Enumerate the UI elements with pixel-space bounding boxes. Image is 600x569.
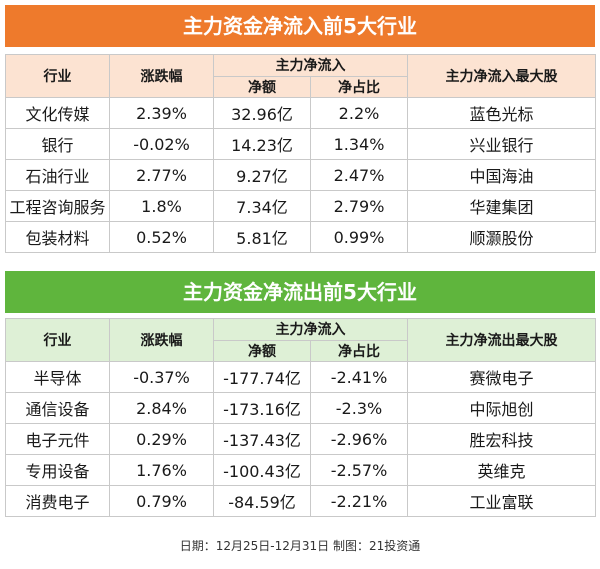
sector-cell: 电子元件 <box>5 423 110 455</box>
footer-credit: 日期：12月25日-12月31日 制图：21投资通 <box>179 539 421 553</box>
net-ratio-cell: 2.2% <box>310 97 408 129</box>
inflow-header-row: 行业 涨跌幅 主力净流入 主力净流入最大股 <box>5 54 596 98</box>
net-amount-cell: 32.96亿 <box>213 97 311 129</box>
top-stock-cell: 顺灏股份 <box>407 221 596 253</box>
table-row: 工程咨询服务 1.8% 7.34亿 2.79% 华建集团 <box>5 190 596 222</box>
header-net-ratio: 净占比 <box>310 75 408 98</box>
change-cell: 0.52% <box>109 221 214 253</box>
sector-cell: 消费电子 <box>5 485 110 517</box>
top-stock-cell: 华建集团 <box>407 190 596 222</box>
net-ratio-cell: 2.79% <box>310 190 408 222</box>
net-amount-cell: -100.43亿 <box>213 454 311 486</box>
table-row: 专用设备 1.76% -100.43亿 -2.57% 英维克 <box>5 454 596 486</box>
change-cell: 2.39% <box>109 97 214 129</box>
inflow-subheader-row: 净额 净占比 <box>6 75 596 98</box>
net-amount-cell: 5.81亿 <box>213 221 311 253</box>
table-row: 半导体 -0.37% -177.74亿 -2.41% 赛微电子 <box>5 361 596 393</box>
header-net-amount: 净额 <box>213 339 311 362</box>
net-amount-cell: 7.34亿 <box>213 190 311 222</box>
header-change: 涨跌幅 <box>109 318 214 362</box>
table-row: 电子元件 0.29% -137.43亿 -2.96% 胜宏科技 <box>5 423 596 455</box>
table-row: 石油行业 2.77% 9.27亿 2.47% 中国海油 <box>5 159 596 191</box>
header-net-inflow-group: 主力净流入 <box>213 54 408 77</box>
change-cell: 2.84% <box>109 392 214 424</box>
net-amount-cell: 9.27亿 <box>213 159 311 191</box>
header-net-ratio: 净占比 <box>310 339 408 362</box>
table-row: 包装材料 0.52% 5.81亿 0.99% 顺灏股份 <box>5 221 596 253</box>
outflow-title: 主力资金净流出前5大行业 <box>5 271 595 313</box>
table-row: 文化传媒 2.39% 32.96亿 2.2% 蓝色光标 <box>5 97 596 129</box>
sector-cell: 包装材料 <box>5 221 110 253</box>
table-row: 银行 -0.02% 14.23亿 1.34% 兴业银行 <box>5 128 596 160</box>
net-ratio-cell: 2.47% <box>310 159 408 191</box>
table-row: 通信设备 2.84% -173.16亿 -2.3% 中际旭创 <box>5 392 596 424</box>
inflow-title: 主力资金净流入前5大行业 <box>5 5 595 47</box>
top-stock-cell: 中际旭创 <box>407 392 596 424</box>
header-top-stock: 主力净流出最大股 <box>407 318 596 362</box>
change-cell: 0.79% <box>109 485 214 517</box>
header-net-inflow-group: 主力净流入 <box>213 318 408 341</box>
sector-cell: 通信设备 <box>5 392 110 424</box>
sector-cell: 银行 <box>5 128 110 160</box>
net-ratio-cell: -2.21% <box>310 485 408 517</box>
net-ratio-cell: -2.3% <box>310 392 408 424</box>
table-row: 消费电子 0.79% -84.59亿 -2.21% 工业富联 <box>5 485 596 517</box>
outflow-subheader-row: 净额 净占比 <box>6 339 596 362</box>
net-amount-cell: 14.23亿 <box>213 128 311 160</box>
sector-cell: 半导体 <box>5 361 110 393</box>
change-cell: 1.8% <box>109 190 214 222</box>
net-ratio-cell: 1.34% <box>310 128 408 160</box>
header-sector: 行业 <box>5 318 110 362</box>
top-stock-cell: 中国海油 <box>407 159 596 191</box>
change-cell: 2.77% <box>109 159 214 191</box>
outflow-header-row: 行业 涨跌幅 主力净流入 主力净流出最大股 <box>5 318 596 362</box>
net-ratio-cell: 0.99% <box>310 221 408 253</box>
net-amount-cell: -84.59亿 <box>213 485 311 517</box>
sector-cell: 专用设备 <box>5 454 110 486</box>
change-cell: -0.37% <box>109 361 214 393</box>
change-cell: 1.76% <box>109 454 214 486</box>
sector-cell: 文化传媒 <box>5 97 110 129</box>
header-change: 涨跌幅 <box>109 54 214 98</box>
change-cell: 0.29% <box>109 423 214 455</box>
top-stock-cell: 胜宏科技 <box>407 423 596 455</box>
top-stock-cell: 工业富联 <box>407 485 596 517</box>
inflow-table: 行业 涨跌幅 主力净流入 主力净流入最大股 净额 净占比 文化传媒 2.39% … <box>5 54 596 253</box>
sector-cell: 石油行业 <box>5 159 110 191</box>
outflow-table: 行业 涨跌幅 主力净流入 主力净流出最大股 净额 净占比 半导体 -0.37% … <box>5 318 596 517</box>
net-amount-cell: -137.43亿 <box>213 423 311 455</box>
top-stock-cell: 兴业银行 <box>407 128 596 160</box>
net-amount-cell: -177.74亿 <box>213 361 311 393</box>
header-top-stock: 主力净流入最大股 <box>407 54 596 98</box>
header-net-amount: 净额 <box>213 75 311 98</box>
header-sector: 行业 <box>5 54 110 98</box>
sector-cell: 工程咨询服务 <box>5 190 110 222</box>
net-ratio-cell: -2.57% <box>310 454 408 486</box>
top-stock-cell: 英维克 <box>407 454 596 486</box>
net-ratio-cell: -2.96% <box>310 423 408 455</box>
top-stock-cell: 赛微电子 <box>407 361 596 393</box>
net-ratio-cell: -2.41% <box>310 361 408 393</box>
change-cell: -0.02% <box>109 128 214 160</box>
net-amount-cell: -173.16亿 <box>213 392 311 424</box>
top-stock-cell: 蓝色光标 <box>407 97 596 129</box>
